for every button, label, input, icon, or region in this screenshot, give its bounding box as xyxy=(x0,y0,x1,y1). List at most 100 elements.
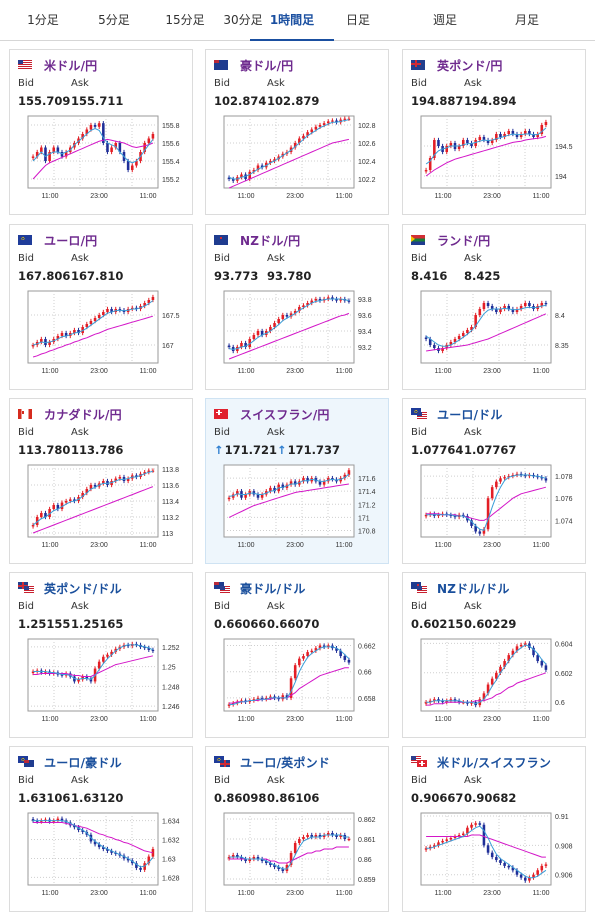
currency-pair-link[interactable]: 豪ドル/円 xyxy=(214,56,293,74)
candle xyxy=(428,700,432,703)
candle xyxy=(135,161,138,166)
currency-pair-name[interactable]: スイスフラン/円 xyxy=(240,407,330,422)
currency-pair-name[interactable]: 英ポンド/ドル xyxy=(44,581,122,596)
currency-pair-name[interactable]: 豪ドル/円 xyxy=(240,58,294,73)
candle xyxy=(322,645,326,647)
currency-pair-link[interactable]: 米ドル/円 xyxy=(18,56,97,74)
currency-pair-name[interactable]: 米ドル/円 xyxy=(44,58,98,73)
currency-card[interactable]: ユーロ/豪ドル Bid Ask 1.63106 1.63120 1.634 1.632 1.6… xyxy=(9,746,193,912)
chart-container[interactable]: 0.862 0.861 0.86 0.859 11:00 23:00 11:00 xyxy=(212,811,384,909)
currency-pair-name[interactable]: 英ポンド/円 xyxy=(437,58,503,73)
candle xyxy=(528,474,531,477)
candle xyxy=(495,134,498,140)
currency-pair-link[interactable]: ユーロ/円 xyxy=(18,231,97,249)
currency-pair-name[interactable]: カナダドル/円 xyxy=(44,407,122,422)
candle xyxy=(252,699,256,701)
chart-container[interactable]: 1.252 1.25 1.248 1.246 11:00 23:00 11:00 xyxy=(16,637,188,735)
currency-pair-name[interactable]: ランド/円 xyxy=(437,233,491,248)
candle xyxy=(77,679,80,682)
tab-daily[interactable]: 日足 xyxy=(345,13,370,27)
chart-container[interactable]: 1.634 1.632 1.63 1.628 11:00 23:00 11:00 xyxy=(16,811,188,909)
currency-card[interactable]: 英ポンド/ドル Bid Ask 1.25155 1.25165 1.252 1.25 1.24… xyxy=(9,572,193,738)
candle xyxy=(31,525,35,527)
x-tick-label: 11:00 xyxy=(140,716,157,723)
tab-weekly[interactable]: 週足 xyxy=(432,13,457,27)
currency-card[interactable]: ユーロ/ドル Bid Ask 1.07764 1.07767 1.078 1.076 1.07… xyxy=(402,398,586,564)
currency-pair-link[interactable]: カナダドル/円 xyxy=(18,405,122,423)
x-tick-label: 23:00 xyxy=(90,716,108,723)
currency-card[interactable]: 米ドル/スイスフラン Bid Ask 0.90667 0.90682 0.91 0.908 0… xyxy=(402,746,586,912)
currency-card[interactable]: 英ポンド/円 Bid Ask 194.887 194.894 194.5 194 11:00 2… xyxy=(402,49,586,215)
ask-price-text: 1.25165 xyxy=(71,617,124,631)
chart-container[interactable]: 0.662 0.66 0.658 11:00 23:00 11:00 xyxy=(212,637,384,735)
x-tick-label: 11:00 xyxy=(42,542,59,549)
currency-pair-name[interactable]: 米ドル/スイスフラン xyxy=(437,755,552,770)
candle xyxy=(503,862,506,866)
currency-card[interactable]: スイスフラン/円 Bid Ask ↑171.721 ↑171.737 171.6 171.4… xyxy=(205,398,389,564)
chart-container[interactable]: 194.5 194 11:00 23:00 11:00 xyxy=(409,114,581,212)
currency-pair-link[interactable]: 英ポンド/円 xyxy=(411,56,503,74)
currency-card[interactable]: ユーロ/英ポンド Bid Ask 0.86098 0.86106 0.862 0.861 0.… xyxy=(205,746,389,912)
candle xyxy=(269,327,272,331)
currency-card[interactable]: NZドル/ドル Bid Ask 0.60215 0.60229 0.604 0.602 0.6… xyxy=(402,572,586,738)
chart-container[interactable]: 1.078 1.076 1.074 11:00 23:00 11:00 xyxy=(409,463,581,561)
currency-pair-link[interactable]: ユーロ/英ポンド xyxy=(214,753,330,771)
candle xyxy=(281,315,285,319)
currency-pair-link[interactable]: ランド/円 xyxy=(411,231,490,249)
tab-15min[interactable]: 15分足 xyxy=(165,13,205,27)
candle xyxy=(106,143,109,152)
candle xyxy=(260,859,264,861)
candle xyxy=(511,309,515,312)
currency-pair-name[interactable]: NZドル/ドル xyxy=(437,581,510,596)
currency-pair-link[interactable]: ユーロ/豪ドル xyxy=(18,753,122,771)
tab-30min[interactable]: 30分足 xyxy=(223,13,263,27)
currency-pair-link[interactable]: 英ポンド/ドル xyxy=(18,579,122,597)
currency-card[interactable]: 豪ドル/円 Bid Ask 102.874 102.879 102.8 102.6 102.4… xyxy=(205,49,389,215)
chart-container[interactable]: 8.4 8.35 11:00 23:00 11:00 xyxy=(409,289,581,387)
candle xyxy=(302,305,305,307)
tab-1hour[interactable]: 1時間足 xyxy=(250,0,334,41)
tab-5min[interactable]: 5分足 xyxy=(98,13,130,27)
currency-pair-name[interactable]: ユーロ/ドル xyxy=(437,407,503,422)
currency-pair-link[interactable]: NZドル/ドル xyxy=(411,579,510,597)
chart-container[interactable]: 167.5 167 11:00 23:00 11:00 xyxy=(16,289,188,387)
currency-pair-name[interactable]: 豪ドル/ドル xyxy=(240,581,306,596)
chart-container[interactable]: 102.8 102.6 102.4 102.2 11:00 23:00 11:00 xyxy=(212,114,384,212)
candle xyxy=(35,517,39,525)
y-tick-label: 1.078 xyxy=(555,474,573,481)
currency-pair-link[interactable]: ユーロ/ドル xyxy=(411,405,503,423)
currency-pair-name[interactable]: ユーロ/円 xyxy=(44,233,98,248)
candle xyxy=(515,309,519,312)
currency-pair-link[interactable]: 米ドル/スイスフラン xyxy=(411,753,551,771)
currency-card[interactable]: ユーロ/円 Bid Ask 167.806 167.810 167.5 167 11:00 23… xyxy=(9,224,193,390)
candle xyxy=(289,313,293,317)
currency-pair-name[interactable]: ユーロ/英ポンド xyxy=(240,755,330,770)
candle xyxy=(437,699,440,701)
candle xyxy=(73,825,76,828)
bid-price-text: 167.806 xyxy=(18,269,71,283)
currency-pair-name[interactable]: ユーロ/豪ドル xyxy=(44,755,122,770)
candle xyxy=(474,315,477,327)
ask-price: 93.780 xyxy=(267,269,311,283)
moving-average-short xyxy=(229,646,350,705)
bid-price: 155.709 xyxy=(18,94,70,108)
tab-monthly[interactable]: 月足 xyxy=(514,13,539,27)
currency-pair-link[interactable]: 豪ドル/ドル xyxy=(214,579,306,597)
chart-container[interactable]: 93.8 93.6 93.4 93.2 11:00 23:00 11:00 xyxy=(212,289,384,387)
chart-container[interactable]: 155.8 155.6 155.4 155.2 11:00 23:00 11:00 xyxy=(16,114,188,212)
currency-pair-link[interactable]: スイスフラン/円 xyxy=(214,405,330,423)
chart-container[interactable]: 0.604 0.602 0.6 11:00 23:00 11:00 xyxy=(409,637,581,735)
currency-card[interactable]: 豪ドル/ドル Bid Ask 0.66066 0.66070 0.662 0.66 0.658… xyxy=(205,572,389,738)
candle xyxy=(302,135,305,139)
currency-card[interactable]: カナダドル/円 Bid Ask 113.780 113.786 113.8 113.6 113… xyxy=(9,398,193,564)
chart-container[interactable]: 0.91 0.908 0.906 11:00 23:00 11:00 xyxy=(409,811,581,909)
currency-card[interactable]: ランド/円 Bid Ask 8.416 8.425 8.4 8.35 11:00 23:00 11… xyxy=(402,224,586,390)
currency-pair-link[interactable]: NZドル/円 xyxy=(214,231,300,249)
chart-container[interactable]: 113.8 113.6 113.4 113.2 113 11:00 23:00 11:00 xyxy=(16,463,188,561)
candle xyxy=(97,123,101,127)
chart-container[interactable]: 171.6 171.4 171.2 171 170.8 11:00 23:00 11:00 xyxy=(212,463,384,561)
currency-pair-name[interactable]: NZドル/円 xyxy=(240,233,301,248)
tab-1min[interactable]: 1分足 xyxy=(27,13,59,27)
currency-card[interactable]: 米ドル/円 Bid Ask 155.709 155.711 155.8 155.6 155.4… xyxy=(9,49,193,215)
currency-card[interactable]: NZドル/円 Bid Ask 93.773 93.780 93.8 93.6 93.4 93.2… xyxy=(205,224,389,390)
